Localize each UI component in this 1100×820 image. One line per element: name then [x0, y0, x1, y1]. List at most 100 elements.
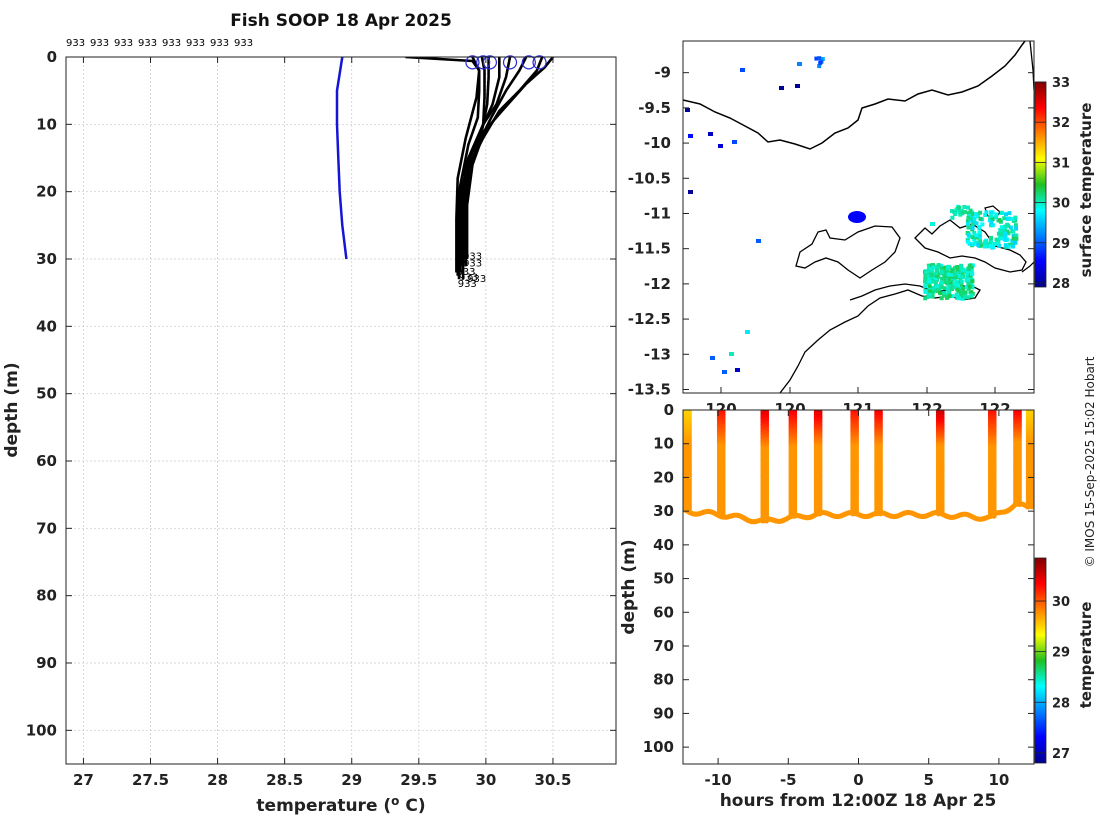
- profile-blue-line: [335, 57, 348, 260]
- credit-text: © IMOS 15-Sep-2025 15:02 Hobart: [1083, 356, 1097, 567]
- sst-pixel: [947, 293, 952, 298]
- sst-pixel: [797, 62, 802, 66]
- sst-pixel: [999, 211, 1004, 215]
- sst-pixel: [923, 277, 928, 282]
- section-x-tick-label: 10: [988, 771, 1009, 789]
- sst-pixel: [939, 269, 944, 274]
- sst-pixel: [997, 218, 1002, 222]
- sst-pixel: [957, 205, 962, 210]
- sst-pixel: [820, 57, 825, 61]
- sst-pixel: [935, 284, 940, 289]
- sst-pixel: [1013, 223, 1018, 228]
- profile-9-line: [465, 57, 555, 259]
- section-dot: [991, 513, 997, 519]
- sst-pixel: [968, 208, 973, 213]
- sst-pixel: [685, 108, 690, 112]
- section-y-axis-label: depth (m): [619, 539, 639, 634]
- sst-pixel: [959, 293, 964, 298]
- sst-pixel: [988, 239, 993, 244]
- section-y-tick-label: 40: [653, 536, 674, 554]
- bottom-station-label: 933: [459, 273, 478, 284]
- sst-pixel: [939, 266, 944, 271]
- sst-pixel: [1007, 242, 1012, 247]
- sst-pixel: [989, 213, 994, 218]
- sst-pixel: [966, 239, 971, 244]
- sst-pixel: [1003, 231, 1008, 236]
- sst-colorbar-tick-label: 30: [1052, 197, 1070, 212]
- sst-pixel: [1011, 236, 1016, 241]
- section-dot: [720, 511, 726, 517]
- sst-pixel: [977, 225, 982, 230]
- section-x-tick-label: -10: [705, 771, 732, 789]
- sst-pixel: [1013, 240, 1018, 245]
- sst-pixel: [970, 235, 975, 240]
- map-y-tick-label: -10.5: [628, 169, 671, 187]
- sst-pixel: [988, 244, 993, 249]
- sst-pixel: [965, 274, 970, 279]
- sst-pixel: [966, 281, 971, 286]
- sst-pixel: [1011, 233, 1016, 238]
- temp-colorbar-tick-label: 28: [1052, 696, 1070, 711]
- profile-axes-box: [65, 56, 617, 765]
- sst-pixel: [972, 230, 977, 235]
- sst-pixels: [685, 56, 1019, 374]
- sst-pixel: [934, 271, 939, 276]
- sst-pixel: [967, 284, 972, 289]
- section-dot: [686, 506, 692, 512]
- sst-pixel: [978, 210, 983, 215]
- sst-pixel: [950, 215, 955, 220]
- sst-pixel: [963, 210, 968, 215]
- map-y-tick-label: -12.5: [628, 310, 671, 328]
- top-station-label: 933: [90, 38, 109, 49]
- sst-pixel: [929, 273, 934, 278]
- sst-pixel: [959, 282, 964, 287]
- sst-pixel: [970, 225, 975, 230]
- sst-pixel: [923, 296, 928, 301]
- top-station-label: 933: [234, 38, 253, 49]
- sst-pixel: [960, 287, 965, 292]
- surface-marker: [482, 55, 498, 70]
- sst-pixel: [959, 290, 964, 295]
- sst-pixel: [927, 292, 932, 297]
- sst-pixel: [946, 265, 951, 270]
- sst-pixel: [688, 134, 693, 138]
- sst-pixel: [953, 285, 958, 290]
- sst-pixel: [974, 212, 979, 217]
- sst-pixel: [999, 232, 1004, 237]
- sst-pixel: [943, 279, 947, 284]
- sst-pixel: [967, 213, 972, 218]
- surface-marker: [476, 55, 491, 70]
- sst-pixel: [945, 287, 950, 292]
- coastline-north: [683, 41, 1026, 150]
- section-panel: 0 10 20 30 40 50 60 70 80 90 100 -10 -5 0 5 10 hours fr…: [619, 401, 1095, 811]
- sst-pixel: [978, 230, 982, 235]
- temp-colorbar: [1034, 557, 1047, 764]
- sst-pixel: [924, 270, 929, 275]
- sst-pixel: [956, 267, 961, 272]
- sst-pixel: [930, 222, 935, 226]
- sst-pixel: [998, 235, 1003, 240]
- sst-pixel: [1006, 216, 1011, 221]
- sst-pixel: [729, 352, 734, 356]
- sst-pixel: [939, 296, 944, 301]
- profile-y-tick-label: 20: [36, 183, 57, 201]
- surface-marker: [521, 55, 536, 70]
- sst-pixel: [928, 267, 933, 271]
- bottom-station-label: 933: [458, 279, 477, 290]
- sst-pixel: [950, 209, 954, 213]
- sst-pixel: [974, 235, 979, 240]
- section-dot: [792, 513, 798, 519]
- sst-pixel: [965, 270, 969, 275]
- sst-pixel: [817, 64, 822, 69]
- section-y-tick-label: 90: [653, 704, 674, 722]
- sst-pixel: [735, 368, 740, 372]
- sst-pixel: [1002, 216, 1007, 221]
- sst-pixel: [959, 263, 964, 268]
- sst-pixel: [946, 272, 951, 277]
- sst-pixel: [931, 265, 936, 270]
- sst-pixel: [1007, 211, 1012, 216]
- profile-y-tick-label: 60: [36, 452, 57, 470]
- sst-pixel: [960, 210, 965, 215]
- profile-x-tick-label: 27: [73, 771, 94, 789]
